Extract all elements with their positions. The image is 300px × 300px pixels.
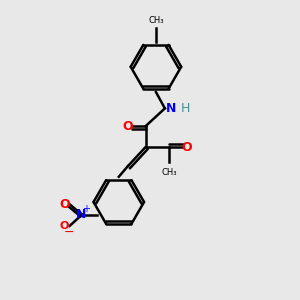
Text: CH₃: CH₃ [162, 168, 177, 177]
Text: H: H [181, 102, 190, 115]
Text: N: N [166, 102, 177, 115]
Text: +: + [82, 204, 91, 214]
Text: O: O [182, 140, 193, 154]
Text: N: N [75, 208, 86, 221]
Text: −: − [64, 226, 74, 239]
Text: O: O [122, 120, 133, 133]
Text: O: O [59, 221, 69, 231]
Text: CH₃: CH₃ [148, 16, 164, 25]
Text: O: O [59, 198, 70, 211]
